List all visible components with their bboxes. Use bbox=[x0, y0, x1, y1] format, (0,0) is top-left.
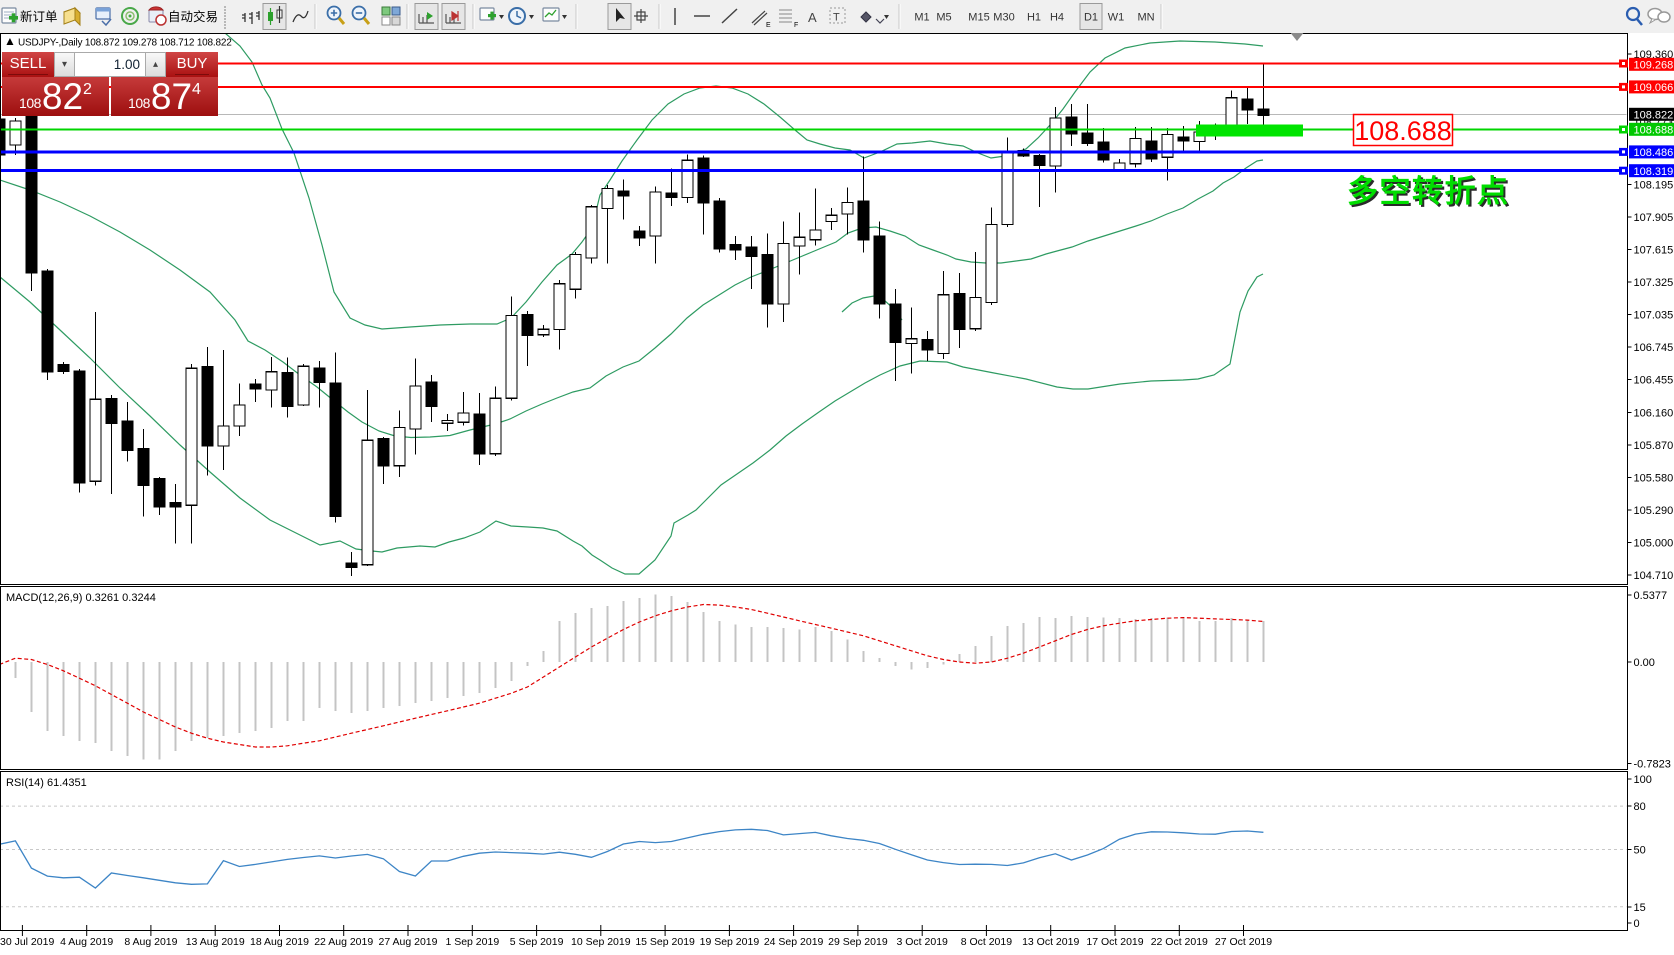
svg-text:4 Aug 2019: 4 Aug 2019 bbox=[60, 936, 113, 948]
svg-text:105.870: 105.870 bbox=[1634, 440, 1674, 452]
svg-text:24 Sep 2019: 24 Sep 2019 bbox=[764, 936, 824, 948]
svg-text:108.195: 108.195 bbox=[1634, 180, 1674, 192]
svg-text:8 Oct 2019: 8 Oct 2019 bbox=[961, 936, 1013, 948]
svg-text:M15: M15 bbox=[968, 12, 989, 24]
svg-text:109.066: 109.066 bbox=[1634, 82, 1674, 94]
svg-text:10 Sep 2019: 10 Sep 2019 bbox=[571, 936, 631, 948]
svg-text:▲: ▲ bbox=[4, 34, 16, 48]
svg-text:MACD(12,26,9) 0.3261 0.3244: MACD(12,26,9) 0.3261 0.3244 bbox=[6, 592, 156, 604]
svg-text:D1: D1 bbox=[1084, 12, 1098, 24]
svg-text:108.486: 108.486 bbox=[1634, 147, 1674, 159]
svg-text:8 Aug 2019: 8 Aug 2019 bbox=[124, 936, 177, 948]
svg-text:USDJPY-,Daily 108.872 109.278: USDJPY-,Daily 108.872 109.278 108.712 10… bbox=[18, 38, 232, 49]
svg-text:H4: H4 bbox=[1050, 12, 1064, 24]
svg-text:13 Aug 2019: 13 Aug 2019 bbox=[186, 936, 245, 948]
svg-text:106.745: 106.745 bbox=[1634, 342, 1674, 354]
svg-text:22 Aug 2019: 22 Aug 2019 bbox=[314, 936, 373, 948]
svg-text:M30: M30 bbox=[993, 12, 1014, 24]
svg-text:30 Jul 2019: 30 Jul 2019 bbox=[0, 936, 54, 948]
svg-text:15 Sep 2019: 15 Sep 2019 bbox=[635, 936, 695, 948]
svg-text:106.455: 106.455 bbox=[1634, 375, 1674, 387]
svg-text:W1: W1 bbox=[1108, 12, 1125, 24]
svg-text:3 Oct 2019: 3 Oct 2019 bbox=[897, 936, 949, 948]
svg-text:105.580: 105.580 bbox=[1634, 473, 1674, 485]
svg-text:50: 50 bbox=[1634, 845, 1646, 857]
svg-text:22 Oct 2019: 22 Oct 2019 bbox=[1151, 936, 1208, 948]
svg-text:0.5377: 0.5377 bbox=[1634, 590, 1668, 602]
svg-text:M1: M1 bbox=[914, 12, 929, 24]
svg-text:E: E bbox=[766, 22, 771, 29]
svg-text:19 Sep 2019: 19 Sep 2019 bbox=[700, 936, 760, 948]
svg-text:80: 80 bbox=[1634, 801, 1646, 813]
svg-text:A: A bbox=[808, 10, 817, 25]
svg-text:T: T bbox=[833, 12, 840, 24]
svg-text:13 Oct 2019: 13 Oct 2019 bbox=[1022, 936, 1079, 948]
svg-text:108.688: 108.688 bbox=[1354, 116, 1452, 146]
svg-text:104.710: 104.710 bbox=[1634, 570, 1674, 582]
svg-text:MN: MN bbox=[1137, 12, 1154, 24]
svg-text:109.268: 109.268 bbox=[1634, 60, 1674, 72]
svg-text:H1: H1 bbox=[1027, 12, 1041, 24]
svg-text:0.00: 0.00 bbox=[1634, 657, 1655, 669]
svg-text:18 Aug 2019: 18 Aug 2019 bbox=[250, 936, 309, 948]
svg-text:自动交易: 自动交易 bbox=[168, 9, 218, 24]
svg-text:RSI(14) 61.4351: RSI(14) 61.4351 bbox=[6, 777, 87, 789]
svg-text:27 Aug 2019: 27 Aug 2019 bbox=[379, 936, 438, 948]
svg-text:5 Sep 2019: 5 Sep 2019 bbox=[510, 936, 564, 948]
svg-text:108.822: 108.822 bbox=[1634, 110, 1674, 122]
svg-text:1 Sep 2019: 1 Sep 2019 bbox=[445, 936, 499, 948]
svg-text:107.905: 107.905 bbox=[1634, 212, 1674, 224]
svg-text:M5: M5 bbox=[936, 12, 951, 24]
svg-text:107.035: 107.035 bbox=[1634, 310, 1674, 322]
svg-text:17 Oct 2019: 17 Oct 2019 bbox=[1086, 936, 1143, 948]
svg-text:108.688: 108.688 bbox=[1634, 125, 1674, 137]
svg-text:-0.7823: -0.7823 bbox=[1634, 759, 1671, 771]
svg-text:29 Sep 2019: 29 Sep 2019 bbox=[828, 936, 888, 948]
svg-text:15: 15 bbox=[1634, 902, 1646, 914]
svg-text:27 Oct 2019: 27 Oct 2019 bbox=[1215, 936, 1272, 948]
svg-text:108.319: 108.319 bbox=[1634, 166, 1674, 178]
svg-text:0: 0 bbox=[1634, 918, 1640, 930]
svg-text:多空转折点: 多空转折点 bbox=[1347, 174, 1510, 209]
svg-text:107.615: 107.615 bbox=[1634, 245, 1674, 257]
svg-text:106.160: 106.160 bbox=[1634, 408, 1674, 420]
svg-text:100: 100 bbox=[1634, 774, 1652, 786]
svg-text:105.000: 105.000 bbox=[1634, 538, 1674, 550]
svg-text:F: F bbox=[794, 22, 798, 29]
svg-text:107.325: 107.325 bbox=[1634, 277, 1674, 289]
svg-text:新订单: 新订单 bbox=[20, 9, 58, 24]
svg-text:105.290: 105.290 bbox=[1634, 505, 1674, 517]
